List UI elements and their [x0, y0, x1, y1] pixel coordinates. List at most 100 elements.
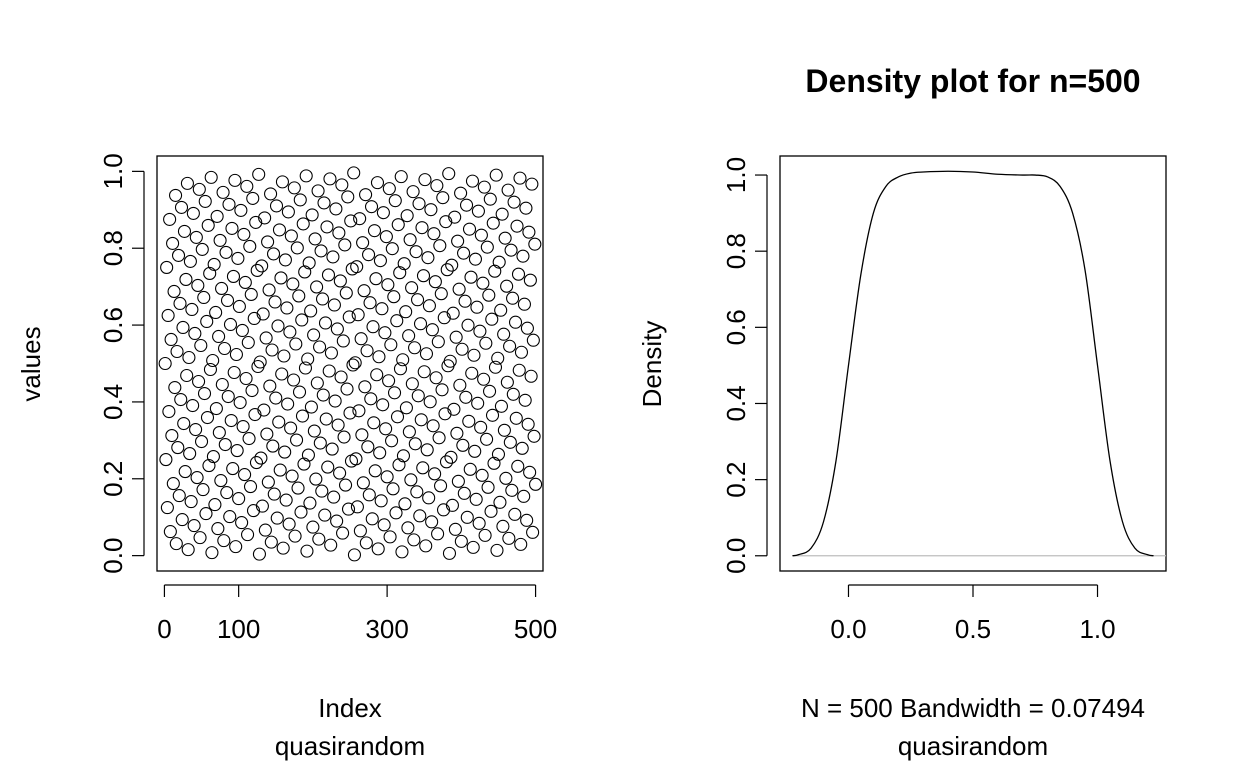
scatter-point: [340, 382, 354, 396]
scatter-point: [393, 266, 407, 280]
scatter-y-tick-label: 0.6: [98, 307, 128, 343]
scatter-point: [457, 486, 471, 500]
scatter-point: [338, 478, 353, 492]
scatter-point: [166, 477, 180, 491]
scatter-point: [364, 200, 379, 214]
scatter-point: [381, 278, 395, 292]
scatter-point: [514, 537, 528, 551]
scatter-point: [230, 444, 244, 458]
scatter-point: [509, 411, 523, 425]
scatter-plot-box: [156, 155, 544, 572]
scatter-point: [337, 430, 351, 444]
scatter-point: [324, 538, 338, 552]
scatter-point: [355, 428, 369, 442]
scatter-point: [528, 237, 542, 251]
scatter-point: [227, 365, 241, 380]
scatter-point: [476, 276, 490, 290]
scatter-point: [177, 224, 192, 238]
scatter-point: [281, 205, 295, 219]
density-title: Density plot for n=500: [805, 63, 1140, 99]
scatter-point: [360, 344, 374, 358]
scatter-point: [351, 308, 365, 322]
scatter-point: [217, 534, 231, 548]
scatter-point: [212, 425, 226, 440]
scatter-point: [314, 244, 328, 258]
scatter-panel: 0 100 300 500 0.0 0.2 0.4 0.6 0.8 1.0 Index quas…: [16, 153, 557, 761]
scatter-point: [197, 386, 212, 401]
scatter-point: [456, 438, 470, 452]
scatter-point: [388, 194, 402, 208]
scatter-point: [478, 528, 492, 542]
scatter-point: [163, 212, 177, 226]
scatter-point: [526, 525, 540, 539]
density-x-tick-label: 0.5: [955, 614, 991, 644]
scatter-point: [160, 260, 174, 274]
scatter-point: [378, 326, 392, 340]
scatter-y-axis-label: values: [16, 326, 46, 401]
scatter-point: [401, 521, 415, 535]
scatter-point: [244, 287, 258, 302]
scatter-point: [210, 209, 224, 223]
scatter-point: [224, 413, 238, 428]
scatter-point: [302, 256, 316, 270]
scatter-point: [454, 186, 468, 200]
scatter-point: [511, 267, 526, 281]
scatter-point: [524, 369, 538, 383]
scatter-point: [369, 272, 383, 286]
scatter-point: [413, 317, 428, 331]
scatter-point: [318, 508, 332, 522]
scatter-point: [400, 209, 414, 223]
scatter-point: [407, 533, 421, 547]
scatter-point: [289, 337, 303, 351]
scatter-point: [295, 409, 310, 423]
scatter-point: [243, 480, 258, 494]
scatter-point: [486, 216, 500, 230]
scatter-point: [261, 235, 275, 249]
scatter-point: [255, 499, 269, 513]
scatter-point: [160, 501, 174, 515]
scatter-point: [343, 406, 357, 420]
scatter-subtitle: quasirandom: [275, 731, 425, 761]
scatter-point: [404, 473, 418, 487]
scatter-point: [200, 314, 214, 329]
scatter-point: [442, 167, 456, 181]
scatter-point: [266, 439, 280, 453]
scatter-point: [396, 353, 410, 367]
scatter-point: [368, 464, 382, 478]
density-x-tick-label: 0.0: [830, 614, 866, 644]
scatter-point: [245, 383, 259, 398]
scatter-point: [264, 187, 278, 201]
scatter-point: [218, 341, 232, 356]
scatter-point: [327, 298, 341, 312]
scatter-point: [171, 248, 186, 262]
scatter-point: [447, 402, 461, 416]
scatter-point: [206, 450, 220, 464]
scatter-point: [391, 218, 405, 232]
scatter-point: [406, 185, 420, 199]
scatter-point: [432, 431, 446, 445]
density-plot-box: [779, 155, 1167, 572]
scatter-point: [385, 434, 399, 448]
scatter-point: [282, 517, 296, 531]
scatter-point: [390, 314, 404, 328]
scatter-point: [188, 326, 202, 341]
scatter-point: [258, 523, 272, 537]
scatter-point: [436, 503, 451, 517]
scatter-point: [184, 495, 198, 509]
scatter-point: [324, 346, 338, 360]
scatter-point: [199, 507, 213, 521]
scatter-point: [399, 401, 413, 415]
density-x-axis-label: N = 500 Bandwidth = 0.07494: [801, 693, 1145, 723]
scatter-point: [284, 421, 298, 435]
scatter-point: [493, 495, 507, 509]
scatter-point: [203, 266, 217, 280]
scatter-point: [367, 416, 381, 430]
scatter-point: [454, 534, 468, 548]
scatter-point: [270, 511, 284, 525]
scatter-point: [228, 173, 242, 187]
scatter-point: [209, 401, 223, 416]
scatter-point: [171, 441, 185, 455]
scatter-point: [186, 206, 200, 220]
scatter-point: [390, 410, 405, 424]
scatter-point: [522, 225, 536, 239]
